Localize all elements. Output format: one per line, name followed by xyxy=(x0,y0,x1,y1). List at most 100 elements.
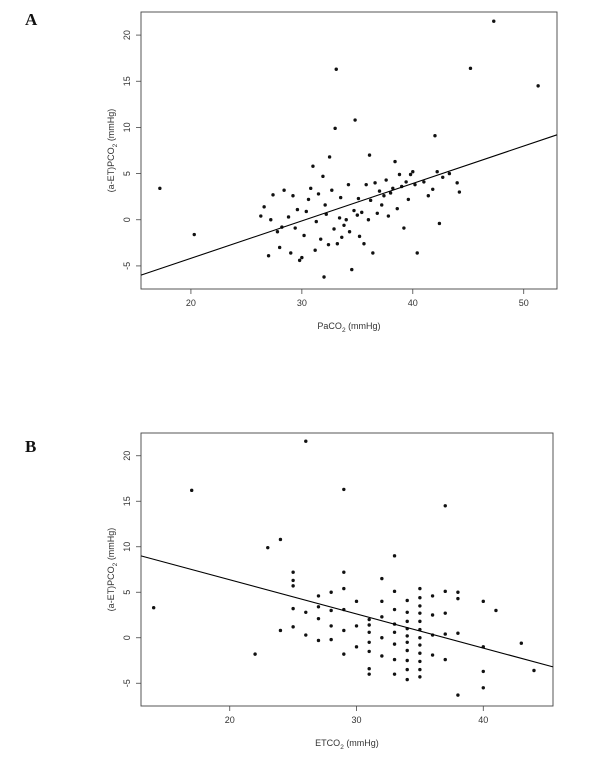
data-point-a-14 xyxy=(293,226,297,230)
data-point-b-18 xyxy=(329,590,333,594)
data-point-a-62 xyxy=(382,194,386,198)
y-tick-label-a-2: 5 xyxy=(122,171,132,176)
data-point-b-4 xyxy=(278,537,283,542)
data-point-a-60 xyxy=(377,189,382,193)
data-point-b-52 xyxy=(405,610,409,614)
data-point-b-3 xyxy=(266,545,270,550)
data-point-b-81 xyxy=(443,657,447,662)
data-point-a-39 xyxy=(338,195,343,200)
data-point-a-64 xyxy=(386,214,391,218)
data-point-a-88 xyxy=(468,66,473,71)
data-point-b-68 xyxy=(418,643,422,647)
data-point-a-58 xyxy=(373,181,377,185)
data-point-b-67 xyxy=(418,636,422,640)
data-point-a-59 xyxy=(375,211,379,215)
data-point-a-31 xyxy=(326,242,331,247)
data-point-b-53 xyxy=(405,619,409,624)
data-point-b-20 xyxy=(329,624,333,628)
data-point-a-5 xyxy=(269,218,273,222)
data-point-b-50 xyxy=(392,672,397,676)
data-point-b-61 xyxy=(418,586,422,591)
data-point-a-77 xyxy=(415,251,419,255)
data-point-a-2 xyxy=(259,214,263,218)
data-point-b-77 xyxy=(443,504,447,508)
data-point-b-49 xyxy=(392,657,397,662)
data-point-b-79 xyxy=(443,611,447,615)
data-point-b-23 xyxy=(342,570,346,574)
data-point-a-27 xyxy=(321,174,325,179)
data-point-a-3 xyxy=(262,205,266,209)
data-point-a-15 xyxy=(295,207,300,212)
data-point-b-86 xyxy=(481,599,485,604)
data-point-a-19 xyxy=(304,209,308,214)
data-point-b-45 xyxy=(392,607,397,612)
data-point-b-12 xyxy=(304,610,308,614)
data-point-a-22 xyxy=(311,164,315,168)
data-point-a-52 xyxy=(362,242,366,246)
data-point-b-85 xyxy=(456,693,460,697)
data-point-b-27 xyxy=(342,652,346,656)
data-point-b-34 xyxy=(367,640,371,644)
x-axis-title-b: ETCO2 (mmHg) xyxy=(315,738,379,751)
data-point-b-16 xyxy=(316,616,321,621)
data-point-b-38 xyxy=(380,576,384,581)
data-point-a-28 xyxy=(322,275,326,279)
points-a xyxy=(158,19,540,279)
scatter-plot-b: 20 30 40 -5 0 5 10 15 20 ETCO2 (mmHg) (a-ET)PCO2… xyxy=(106,432,554,751)
data-point-a-46 xyxy=(352,208,356,213)
regression-line-b xyxy=(140,555,554,668)
data-point-a-87 xyxy=(457,190,462,194)
plot-frame-b xyxy=(140,432,554,707)
data-point-b-89 xyxy=(481,686,485,690)
data-point-a-17 xyxy=(300,255,304,260)
data-point-b-21 xyxy=(329,637,333,642)
data-point-b-39 xyxy=(380,599,384,604)
data-point-b-13 xyxy=(304,633,308,637)
data-point-b-92 xyxy=(532,668,536,673)
data-point-a-72 xyxy=(404,180,408,184)
data-point-b-15 xyxy=(316,605,321,609)
data-point-b-28 xyxy=(354,599,359,604)
data-point-b-84 xyxy=(456,631,460,635)
data-point-a-10 xyxy=(282,188,286,192)
data-point-a-42 xyxy=(344,218,348,222)
data-point-a-8 xyxy=(277,245,282,250)
x-tick-label-b-0: 20 xyxy=(225,715,235,725)
data-point-a-37 xyxy=(335,242,340,246)
y-tick-label-b-3: 10 xyxy=(122,542,132,552)
data-point-b-11 xyxy=(304,439,308,443)
data-point-b-74 xyxy=(430,613,435,617)
y-tick-label-b-4: 15 xyxy=(122,496,132,506)
data-point-b-42 xyxy=(380,654,384,658)
data-point-b-29 xyxy=(354,624,359,628)
axes-b: 20 30 40 -5 0 5 10 15 20 xyxy=(122,432,554,725)
data-point-a-49 xyxy=(356,196,361,201)
data-point-a-57 xyxy=(371,251,375,255)
data-point-b-56 xyxy=(405,640,409,644)
data-point-b-73 xyxy=(430,594,435,598)
data-point-a-89 xyxy=(492,19,496,23)
panel-label-b: B xyxy=(25,437,37,456)
data-point-b-10 xyxy=(291,625,295,629)
data-point-a-36 xyxy=(334,67,338,71)
data-point-b-5 xyxy=(278,628,283,633)
data-point-a-74 xyxy=(408,172,413,177)
axes-a: 20 30 40 50 -5 0 5 10 15 20 xyxy=(122,11,558,308)
data-point-a-21 xyxy=(309,186,313,191)
y-axis-title-b: (a-ET)PCO2 (mmHg) xyxy=(106,528,119,612)
data-point-b-37 xyxy=(367,672,371,676)
y-tick-label-b-1: 0 xyxy=(122,635,132,640)
x-axis-title-a: PaCO2 (mmHg) xyxy=(317,321,380,334)
data-point-b-72 xyxy=(418,675,422,679)
data-point-b-62 xyxy=(418,596,422,600)
x-tick-label-b-1: 30 xyxy=(351,715,361,725)
data-point-a-66 xyxy=(391,186,395,191)
data-point-a-54 xyxy=(366,218,371,222)
y-tick-label-b-0: -5 xyxy=(122,679,132,687)
data-point-b-2 xyxy=(253,652,257,656)
data-point-b-30 xyxy=(354,645,359,649)
data-point-b-57 xyxy=(405,648,409,653)
points-b xyxy=(151,439,536,697)
data-point-b-24 xyxy=(342,586,346,591)
data-point-a-80 xyxy=(431,187,435,191)
